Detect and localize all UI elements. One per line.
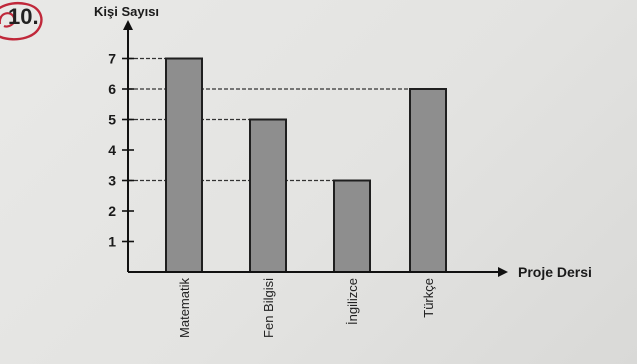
y-tick-label: 3 <box>108 173 116 189</box>
bar-fen-bilgisi <box>249 118 287 273</box>
x-axis-arrow <box>498 267 508 277</box>
y-axis-arrow <box>123 20 133 30</box>
y-tick-label: 4 <box>108 142 116 158</box>
y-tick-label: 5 <box>108 112 116 128</box>
bar-i̇ngilizce <box>333 179 371 273</box>
x-tick-label: Fen Bilgisi <box>261 278 276 338</box>
bar-matematik <box>165 57 203 273</box>
y-axis-title: Kişi Sayısı <box>94 4 159 19</box>
bar-türkçe <box>409 88 447 273</box>
x-tick-label: Matematik <box>177 278 192 338</box>
x-axis-title: Proje Dersi <box>518 264 592 280</box>
x-tick-label: Türkçe <box>421 278 436 318</box>
circled-question-mark-icon <box>0 1 43 41</box>
y-tick-label: 7 <box>108 51 116 67</box>
x-tick-label: İngilizce <box>345 278 360 325</box>
y-tick-label: 6 <box>108 81 116 97</box>
y-tick-label: 1 <box>108 234 116 250</box>
y-tick-label: 2 <box>108 203 116 219</box>
question-number: 10. <box>8 4 39 29</box>
